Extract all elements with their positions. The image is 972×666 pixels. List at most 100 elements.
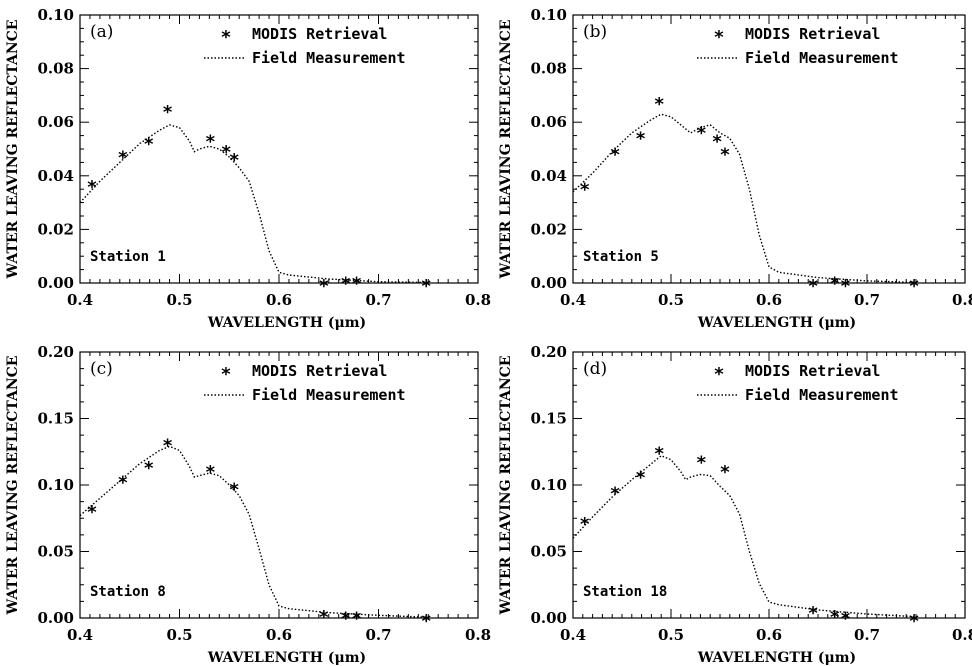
x-tick-label: 0.6 [266,626,292,644]
chart-panel-b: 0.4 0.5 0.6 0.7 0.8 0.00 0.02 0.04 0.06 0.08 0.10 W… [498,6,972,331]
y-tick-label: 0.00 [37,609,74,627]
y-tick-label: 0.08 [37,60,74,78]
x-tick-label: 0.4 [67,291,93,309]
modis-retrieval-point: * [222,142,232,163]
modis-retrieval-point: * [352,273,362,294]
y-axis-title: WATER LEAVING REFLECTANCE [5,356,21,616]
y-tick-label: 0.04 [530,167,567,185]
modis-retrieval-point: * [697,123,707,144]
modis-retrieval-point: * [118,147,128,168]
y-tick-label: 0.15 [530,410,567,428]
x-tick-label: 0.8 [465,626,491,644]
field-measurement-line [79,124,429,284]
panel-label: (a) [90,22,113,42]
x-axis-title: WAVELENGTH (μm) [697,650,856,666]
modis-retrieval-point: * [118,473,128,494]
y-tick-label: 0.02 [530,220,567,238]
y-tick-label: 0.15 [37,410,74,428]
x-tick-label: 0.4 [67,626,93,644]
station-label: Station 18 [583,584,667,600]
x-tick-label: 0.4 [560,291,586,309]
modis-retrieval-point: * [636,129,646,150]
y-tick-label: 0.00 [530,274,567,292]
x-tick-label: 0.8 [465,291,491,309]
modis-retrieval-point: * [422,611,432,632]
x-tick-label: 0.4 [560,626,586,644]
modis-retrieval-point: * [909,611,919,632]
modis-retrieval-point: * [580,180,590,201]
legend-modis-label: MODIS Retrieval [252,25,387,43]
modis-retrieval-point: * [352,608,362,629]
modis-retrieval-point: * [230,150,240,171]
modis-retrieval-point: * [697,453,707,474]
y-tick-label: 0.02 [37,220,74,238]
x-tick-label: 0.8 [952,626,972,644]
x-tick-label: 0.7 [854,626,880,644]
legend-modis-label: MODIS Retrieval [745,362,880,380]
y-tick-label: 0.20 [530,343,567,361]
x-tick-label: 0.5 [658,291,684,309]
x-tick-label: 0.7 [365,626,391,644]
legend-field-label: Field Measurement [745,49,899,67]
legend-modis-marker: * [714,364,724,385]
modis-retrieval-point: * [319,276,329,297]
y-tick-label: 0.05 [37,543,74,561]
chart-panel-a: 0.4 0.5 0.6 0.7 0.8 0.00 0.02 0.04 0.06 0.08 0.10 W… [5,6,491,331]
x-tick-label: 0.7 [365,291,391,309]
x-tick-label: 0.7 [854,291,880,309]
modis-retrieval-point: * [808,603,818,624]
modis-retrieval-point: * [144,458,154,479]
field-measurement-line [572,113,917,284]
y-tick-label: 0.10 [530,6,567,24]
y-tick-label: 0.10 [37,6,74,24]
y-axis-title: WATER LEAVING REFLECTANCE [5,20,21,280]
panel-label: (c) [90,359,113,379]
modis-retrieval-point: * [712,131,722,152]
y-axis-title: WATER LEAVING REFLECTANCE [498,20,514,280]
modis-retrieval-point: * [206,131,216,152]
modis-retrieval-point: * [422,276,432,297]
chart-panel-c: 0.4 0.5 0.6 0.7 0.8 0.00 0.05 0.10 0.15 0.20 WAVEL… [5,343,491,666]
modis-retrieval-point: * [720,145,730,166]
y-axis-title: WATER LEAVING REFLECTANCE [498,356,514,616]
modis-retrieval-point: * [610,483,620,504]
modis-retrieval-point: * [808,276,818,297]
legend-field-label: Field Measurement [745,386,899,404]
x-tick-label: 0.5 [166,291,192,309]
x-tick-label: 0.6 [756,626,782,644]
modis-retrieval-point: * [636,467,646,488]
modis-retrieval-point: * [580,514,590,535]
y-tick-label: 0.06 [37,113,74,131]
modis-retrieval-point: * [87,177,97,198]
modis-retrieval-point: * [319,607,329,628]
legend-modis-marker: * [221,364,231,385]
y-tick-label: 0.04 [37,167,74,185]
modis-retrieval-point: * [206,462,216,483]
legend-modis-label: MODIS Retrieval [252,362,387,380]
modis-retrieval-point: * [610,145,620,166]
legend-modis-marker: * [714,27,724,48]
station-label: Station 5 [583,249,659,265]
legend-modis-marker: * [221,27,231,48]
y-tick-label: 0.05 [530,543,567,561]
modis-retrieval-point: * [841,608,851,629]
y-tick-label: 0.00 [530,609,567,627]
y-tick-label: 0.20 [37,343,74,361]
modis-retrieval-point: * [341,273,351,294]
field-measurement-line [79,445,429,618]
modis-retrieval-point: * [163,102,173,123]
modis-retrieval-point: * [655,443,665,464]
modis-retrieval-point: * [720,462,730,483]
legend-modis-label: MODIS Retrieval [745,25,880,43]
y-tick-label: 0.08 [530,60,567,78]
modis-retrieval-point: * [163,435,173,456]
y-tick-label: 0.10 [530,476,567,494]
modis-retrieval-point: * [655,94,665,115]
x-tick-label: 0.6 [266,291,292,309]
station-label: Station 1 [90,249,166,265]
field-measurement-line [572,454,917,618]
station-label: Station 8 [90,584,166,600]
panel-label: (d) [583,359,607,379]
panel-label: (b) [583,22,607,42]
